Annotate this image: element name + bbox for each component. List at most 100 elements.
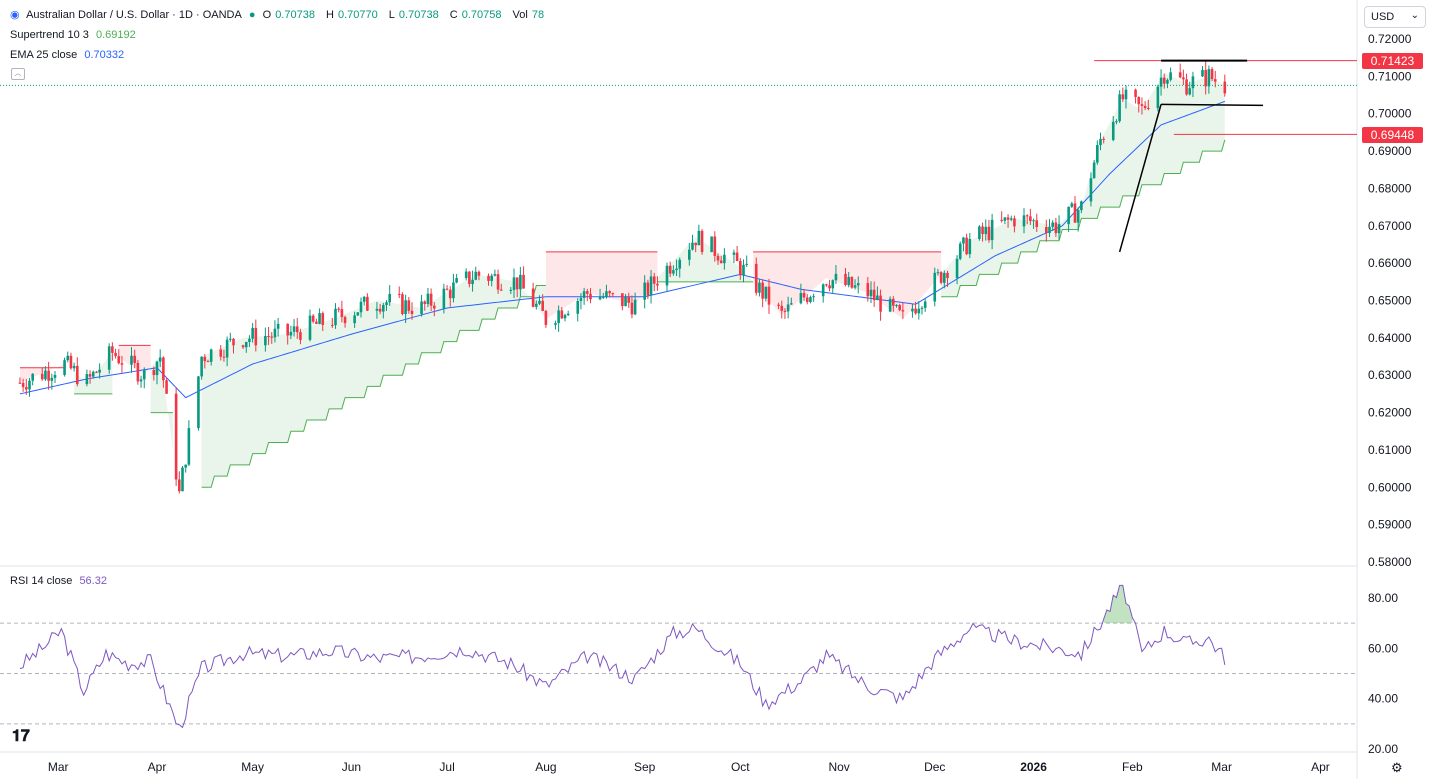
candle-body xyxy=(321,313,325,325)
price-tick-label: 0.65000 xyxy=(1368,294,1412,308)
candle-body xyxy=(538,300,541,304)
candle-body xyxy=(1204,70,1207,87)
candle-body xyxy=(18,382,22,384)
candle-body xyxy=(222,356,226,358)
candle-body xyxy=(85,374,89,385)
supertrend-legend[interactable]: Supertrend 10 3 0.69192 xyxy=(10,29,140,41)
time-tick-label: May xyxy=(241,760,264,774)
rsi-legend[interactable]: RSI 14 close 56.32 xyxy=(10,575,111,587)
candle-body xyxy=(611,293,615,295)
collapse-legend-icon[interactable]: ︿ xyxy=(11,68,25,80)
candle-body xyxy=(990,219,994,241)
candle-body xyxy=(1035,220,1039,227)
symbol-title[interactable]: Australian Dollar / U.S. Dollar · 1D · O… xyxy=(26,9,242,21)
rsi-tick-label: 60.00 xyxy=(1368,641,1398,655)
candle-body xyxy=(958,243,962,259)
rsi-tick-label: 20.00 xyxy=(1368,742,1398,756)
ohlc-high: H 0.70770 xyxy=(326,9,378,21)
candle-body xyxy=(229,338,232,340)
candle-body xyxy=(522,274,525,289)
candle-body xyxy=(273,328,277,338)
candle-body xyxy=(965,237,968,255)
tradingview-logo-icon[interactable]: 𝟏𝟕 xyxy=(12,728,30,745)
candle-body xyxy=(1045,226,1048,234)
candle-body xyxy=(107,346,111,370)
time-tick-label: Apr xyxy=(148,760,167,774)
candle-body xyxy=(700,230,704,253)
candle-body xyxy=(366,296,369,311)
candle-body xyxy=(601,296,605,298)
candle-body xyxy=(232,338,235,346)
currency-value: USD xyxy=(1371,11,1395,23)
candle-body xyxy=(385,302,388,306)
candle-body xyxy=(560,310,564,319)
settings-icon[interactable]: ⚙ xyxy=(1391,760,1403,775)
price-tick-label: 0.61000 xyxy=(1368,443,1412,457)
candle-body xyxy=(496,274,500,290)
rsi-line xyxy=(19,584,1226,729)
candle-body xyxy=(777,304,780,306)
candle-body xyxy=(872,289,876,301)
candle-body xyxy=(1000,219,1003,221)
price-tick-label: 0.59000 xyxy=(1368,518,1412,532)
candle-body xyxy=(200,356,203,377)
candle-body xyxy=(1147,108,1150,110)
price-tick-label: 0.63000 xyxy=(1368,368,1412,382)
candle-body xyxy=(675,268,678,271)
candle-body xyxy=(783,310,787,312)
candle-body xyxy=(582,291,586,298)
supertrend-label: Supertrend 10 3 xyxy=(10,29,89,41)
rsi-tick-label: 80.00 xyxy=(1368,591,1398,605)
candle-body xyxy=(308,315,312,340)
candle-body xyxy=(1115,121,1118,123)
candle-body xyxy=(802,292,806,298)
candle-body xyxy=(21,382,25,388)
candle-body xyxy=(474,271,478,280)
candle-body xyxy=(91,371,95,377)
supertrend-fill xyxy=(201,274,546,488)
candle-body xyxy=(455,278,458,283)
candle-body xyxy=(544,310,548,325)
candle-body xyxy=(254,327,258,346)
candle-body xyxy=(155,361,159,376)
candle-body xyxy=(955,258,959,279)
candle-body xyxy=(445,288,449,290)
candle-body xyxy=(1006,217,1010,220)
ohlc-open: O 0.70738 xyxy=(262,9,315,21)
candle-body xyxy=(914,308,917,314)
candle-body xyxy=(264,336,267,346)
candle-body xyxy=(713,236,717,256)
candle-body xyxy=(1140,104,1144,106)
candle-body xyxy=(519,274,522,290)
candle-body xyxy=(1137,96,1141,105)
candle-body xyxy=(799,292,803,304)
candle-body xyxy=(1003,217,1007,221)
candle-body xyxy=(557,310,560,324)
candle-body xyxy=(295,326,299,333)
candle-body xyxy=(142,369,146,380)
currency-select[interactable]: USD ⌄ xyxy=(1364,6,1426,28)
candle-body xyxy=(512,277,516,290)
candle-body xyxy=(828,285,831,289)
time-tick-label: Aug xyxy=(535,760,556,774)
candle-body xyxy=(1051,222,1054,227)
candle-body xyxy=(608,291,611,294)
price-tick-label: 0.68000 xyxy=(1368,181,1412,195)
candle-body xyxy=(174,393,178,480)
candle-body xyxy=(812,296,815,298)
candle-body xyxy=(158,357,162,362)
time-tick-label: Mar xyxy=(1211,760,1232,774)
candle-body xyxy=(888,298,892,312)
candle-body xyxy=(933,272,937,302)
candle-body xyxy=(732,252,736,255)
candle-body xyxy=(739,261,742,276)
candle-body xyxy=(892,298,895,306)
candle-body xyxy=(289,331,293,336)
price-tick-label: 0.72000 xyxy=(1368,32,1412,46)
price-tag-resistance: 0.71423 xyxy=(1362,53,1423,69)
candle-body xyxy=(576,301,580,314)
ema-legend[interactable]: EMA 25 close 0.70332 xyxy=(10,49,128,61)
candle-body xyxy=(805,297,809,302)
candle-body xyxy=(1207,69,1211,87)
